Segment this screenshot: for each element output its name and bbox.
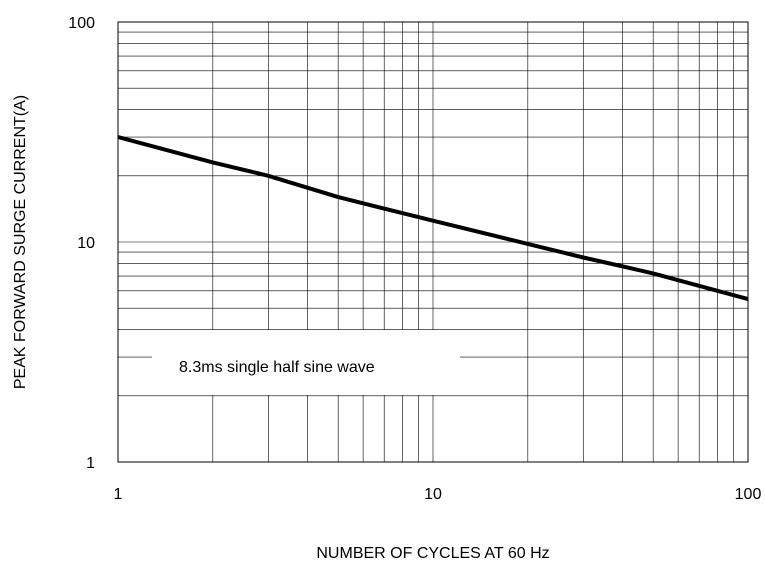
grid-lines [118, 22, 748, 462]
y-axis-label: PEAK FORWARD SURGE CURRENT(A) [12, 95, 29, 389]
plot-frame [117, 21, 749, 463]
x-tick-label: 100 [735, 486, 762, 503]
y-tick-labels: 1 10 100 [68, 15, 95, 472]
x-tick-label: 10 [424, 486, 442, 503]
annotation-text: 8.3ms single half sine wave [179, 359, 375, 376]
x-tick-labels: 1 10 100 [114, 486, 762, 503]
x-axis-label: NUMBER OF CYCLES AT 60 Hz [316, 545, 549, 562]
y-tick-label: 100 [68, 15, 95, 32]
y-tick-label: 1 [86, 455, 95, 472]
y-tick-label: 10 [77, 235, 95, 252]
surge-curve-line [117, 135, 749, 302]
x-tick-label: 1 [114, 486, 123, 503]
annotation-box [152, 330, 460, 395]
series-group [117, 135, 749, 302]
